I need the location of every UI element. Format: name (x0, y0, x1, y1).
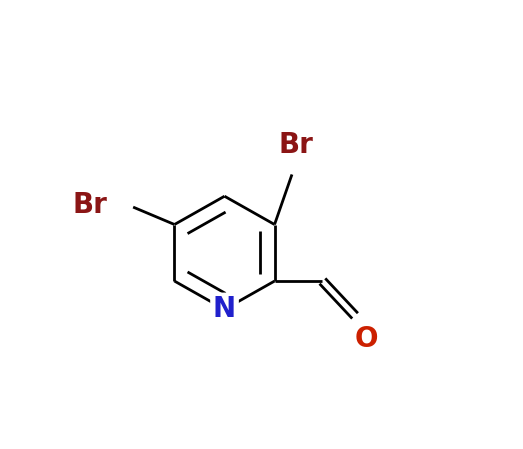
Text: N: N (213, 295, 236, 323)
Text: Br: Br (278, 131, 313, 159)
Text: O: O (354, 326, 378, 353)
Text: Br: Br (72, 191, 107, 219)
